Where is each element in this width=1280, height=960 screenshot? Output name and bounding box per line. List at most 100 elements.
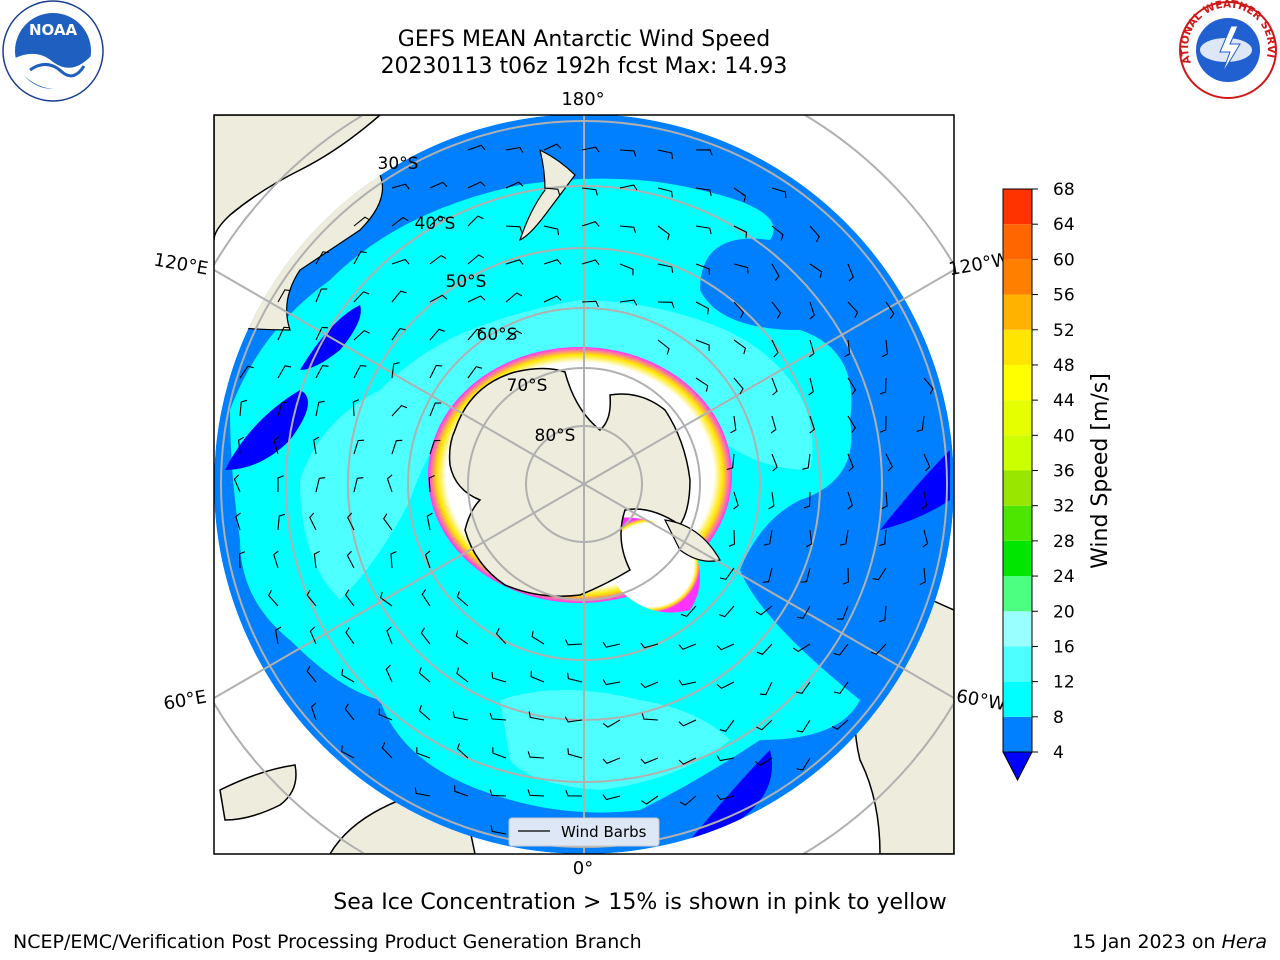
colorbar-tick-label: 32 (1053, 497, 1075, 517)
wind-barb (467, 328, 483, 341)
wind-barb (719, 719, 735, 732)
wind-barb (602, 794, 621, 801)
wind-barb (341, 745, 355, 759)
wind-barb (833, 681, 849, 695)
wind-barb (847, 415, 856, 434)
wind-barb (771, 225, 784, 241)
lat-label-80S: 80°S (535, 426, 576, 446)
wind-barb (581, 300, 599, 308)
wind-barb (808, 377, 815, 396)
wind-barb (695, 301, 709, 315)
colorbar-label: Wind Speed [m/s] (1088, 373, 1113, 569)
wind-barb (429, 364, 443, 379)
wind-barb (716, 681, 735, 690)
wind-barb (467, 215, 484, 227)
colorbar-tick-label: 4 (1053, 743, 1064, 763)
wind-barb (277, 475, 284, 492)
wind-barb (489, 712, 507, 721)
colorbar-tick-label: 24 (1053, 567, 1075, 587)
wind-barb (680, 605, 697, 618)
wind-barb (391, 216, 409, 227)
wind-barb (429, 402, 442, 417)
wind-barb (385, 664, 393, 683)
wind-barb (733, 225, 748, 239)
wind-barb (716, 755, 735, 762)
wind-barb (678, 757, 697, 765)
wind-barb (565, 790, 583, 797)
ws-band-below-4-west (225, 390, 308, 470)
wind-barb (421, 589, 431, 607)
wind-barb (543, 225, 560, 236)
colorbar-segment (1003, 364, 1032, 401)
map-legend: Wind Barbs (508, 817, 660, 847)
lat-label-30S: 30°S (378, 154, 419, 174)
land-antarctic-peninsula (663, 519, 721, 562)
wind-barb (239, 399, 248, 417)
footer-branch: NCEP/EMC/Verification Post Processing Pr… (13, 931, 642, 953)
wind-barb (847, 263, 854, 282)
wind-barb (491, 671, 507, 683)
wind-barb (719, 605, 735, 618)
wind-barb (233, 474, 241, 493)
wind-barb (238, 551, 246, 569)
wind-barb (657, 339, 670, 355)
wind-barb (391, 183, 410, 190)
wind-barb (456, 591, 469, 607)
wind-barb (754, 757, 773, 766)
wind-barb (847, 301, 859, 318)
wind-barb (310, 702, 317, 721)
colorbar-tick-label: 56 (1053, 286, 1075, 306)
wind-barb (386, 474, 393, 493)
wind-barb (564, 716, 583, 723)
wind-barb (770, 415, 777, 434)
colorbar-tick-label: 8 (1053, 708, 1064, 728)
wind-barb (391, 327, 406, 341)
wind-barb (378, 708, 393, 721)
wind-barb (353, 216, 371, 227)
wind-barb (353, 251, 367, 265)
wind-barb (771, 377, 778, 396)
wind-barb (881, 491, 888, 510)
wind-barb (528, 711, 545, 721)
wind-barb (315, 477, 326, 493)
wind-barb (847, 491, 854, 510)
wind-barb (309, 626, 317, 645)
colorbar-tick-label: 44 (1053, 391, 1075, 411)
land-madagascar (219, 764, 297, 821)
wind-barb (315, 400, 325, 417)
wind-barb (885, 301, 895, 319)
wind-barb (344, 589, 355, 607)
wind-barb (809, 225, 820, 243)
wind-barb (762, 567, 773, 583)
wind-barb (315, 326, 329, 341)
wind-barb (383, 513, 393, 531)
wind-barb (878, 605, 887, 623)
sea-ice-caption: Sea Ice Concentration > 15% is shown in … (333, 890, 947, 915)
wind-barb (763, 529, 773, 546)
colorbar-segment (1003, 681, 1032, 717)
wind-barb (238, 436, 245, 455)
wind-barb (347, 512, 355, 531)
colorbar-segment (1003, 576, 1032, 612)
colorbar-segment (1003, 716, 1032, 752)
lon-label-120W: 120°W (947, 249, 1011, 280)
wind-barb (543, 295, 562, 303)
wind-barb (454, 785, 469, 797)
wind-barb (426, 512, 433, 531)
wind-barb (313, 550, 320, 569)
wind-barb (602, 719, 621, 728)
legend-box (508, 817, 660, 847)
colorbar-segment (1003, 540, 1032, 577)
wind-barb (716, 643, 735, 651)
wind-barb (619, 299, 638, 306)
wind-barb (831, 719, 849, 730)
wind-barb (527, 751, 545, 759)
wind-barb (418, 667, 431, 683)
wind-barb (277, 513, 286, 531)
wind-barb (353, 365, 367, 379)
wind-barb (381, 742, 393, 759)
wind-barb (492, 747, 507, 759)
wind-barb (716, 794, 735, 801)
wind-barb (679, 795, 697, 806)
wind-barb (602, 757, 621, 764)
